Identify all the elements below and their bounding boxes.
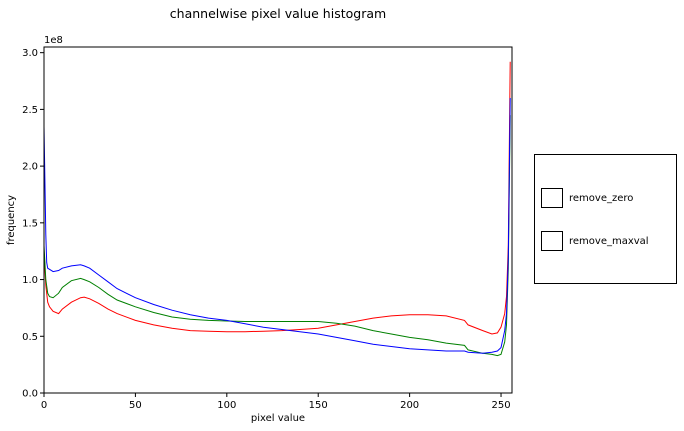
y-tick-label: 1.0 [22, 275, 38, 286]
remove-maxval-option[interactable]: remove_maxval [541, 231, 649, 251]
y-axis-label: frequency [6, 195, 17, 245]
series-lines [43, 61, 511, 357]
remove-zero-checkbox[interactable] [541, 188, 563, 208]
axes-frame [43, 46, 513, 394]
x-tick-label: 50 [129, 400, 142, 411]
x-tick-label: 0 [41, 400, 47, 411]
remove-maxval-label: remove_maxval [569, 235, 649, 247]
y-tick-label: 0.0 [22, 389, 38, 400]
y-scale-label: 1e8 [44, 35, 63, 46]
y-tick-label: 2.0 [22, 162, 38, 173]
y-tick-label: 2.5 [22, 105, 38, 116]
series-line-2 [43, 97, 511, 354]
series-line-0 [43, 61, 511, 335]
x-tick-label: 100 [217, 400, 236, 411]
x-axis-ticks: 0 50 100 150 200 250 [41, 393, 511, 411]
x-tick-label: 250 [491, 400, 510, 411]
y-tick-label: 0.5 [22, 332, 38, 343]
remove-zero-label: remove_zero [569, 192, 634, 204]
y-axis-ticks: 0.0 0.5 1.0 1.5 2.0 2.5 3.0 [22, 48, 44, 400]
chart-title: channelwise pixel value histogram [169, 6, 387, 21]
x-axis-label: pixel value [251, 413, 305, 424]
remove-zero-option[interactable]: remove_zero [541, 188, 633, 208]
x-tick-label: 200 [400, 400, 419, 411]
y-tick-label: 3.0 [22, 48, 38, 59]
y-tick-label: 1.5 [22, 218, 38, 229]
x-tick-label: 150 [309, 400, 328, 411]
filter-options-panel: remove_zero remove_maxval [534, 154, 677, 284]
series-line-1 [43, 115, 511, 357]
remove-maxval-checkbox[interactable] [541, 231, 563, 251]
